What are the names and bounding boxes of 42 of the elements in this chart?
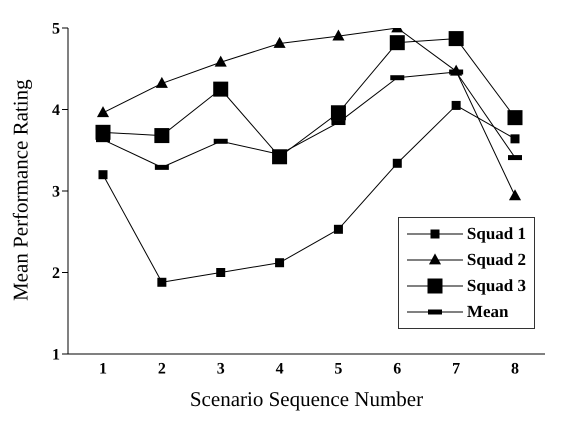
point [392,158,402,168]
point [157,278,166,287]
x-tick-label: 2 [158,360,166,378]
x-tick-label: 4 [276,360,284,378]
x-axis-title: Scenario Sequence Number [190,387,424,411]
point [508,110,522,126]
x-tick-label: 1 [99,360,107,378]
x-tick-label: 3 [216,360,225,378]
point [96,106,110,118]
x-tick-label: 6 [393,360,402,378]
point [274,36,286,48]
point [330,105,346,120]
point [332,30,344,41]
point [334,224,343,234]
point [275,258,284,268]
point [156,76,168,88]
point [272,149,288,164]
point [214,56,227,67]
point [96,124,110,140]
y-tick-label: 5 [52,20,60,38]
point [154,128,170,144]
legend-label: Mean [466,301,508,323]
point [510,134,520,144]
y-tick-label: 2 [52,265,60,282]
point [390,35,405,50]
x-tick-label: 5 [334,360,342,378]
x-tick-label: 8 [511,360,519,378]
point [98,170,108,180]
point [448,31,464,46]
point [452,100,461,110]
point [450,64,462,76]
point [216,268,226,277]
legend-label: Squad 2 [466,249,526,271]
y-tick-label: 4 [52,102,60,120]
x-tick-label: 7 [452,360,460,378]
y-axis-title: Mean Performance Rating [8,78,32,301]
point [508,189,522,200]
point [213,82,228,97]
y-tick-label: 3 [52,184,60,201]
legend-label: Squad 3 [466,275,526,297]
y-tick-label: 1 [52,346,60,364]
legend-label: Squad 1 [466,223,526,245]
